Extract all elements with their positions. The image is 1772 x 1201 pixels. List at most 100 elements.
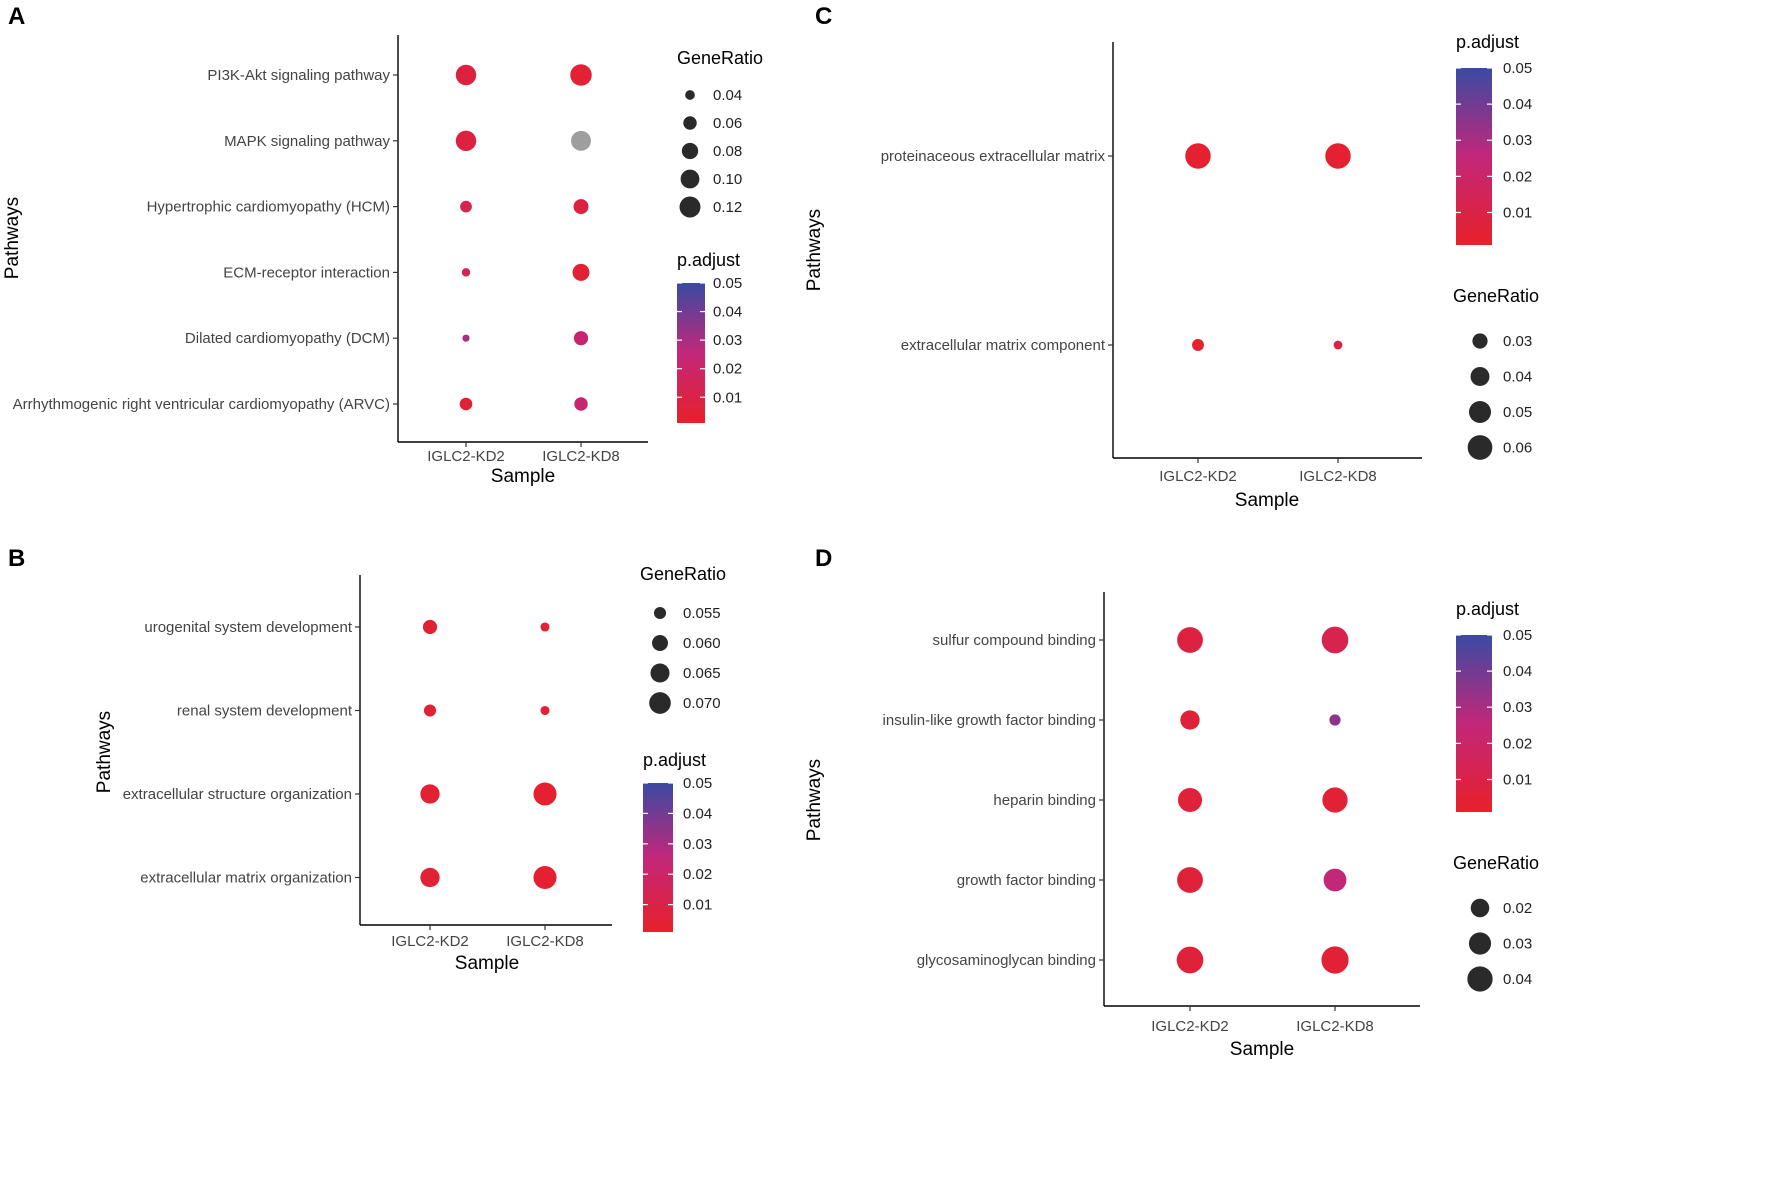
data-point-iglc2-kd8-proteinaceous-extracellular-matrix (1325, 143, 1351, 169)
x-tick-label: IGLC2-KD2 (427, 448, 505, 465)
data-point-iglc2-kd2-heparin-binding (1177, 787, 1203, 813)
size-legend-point (650, 663, 670, 683)
data-point-iglc2-kd8-mapk-signaling-pathway (571, 130, 591, 151)
size-legend-point (649, 692, 671, 714)
data-point-iglc2-kd8-pi3k-akt-signaling-pathway (570, 64, 592, 86)
color-legend-label: 0.01 (1503, 771, 1532, 788)
x-axis-title: Sample (491, 466, 555, 487)
data-point-iglc2-kd8-ecm-receptor-interaction (572, 263, 590, 281)
size-legend-label: 0.055 (683, 605, 721, 622)
size-legend-title: GeneRatio (1453, 286, 1539, 306)
data-point-iglc2-kd8-growth-factor-binding (1323, 868, 1347, 892)
data-point-iglc2-kd2-extracellular-matrix-component (1192, 339, 1204, 351)
x-tick-label: IGLC2-KD2 (1159, 468, 1237, 485)
y-axis-title: Pathways (804, 759, 825, 841)
x-tick-label: IGLC2-KD8 (542, 448, 620, 465)
x-tick-label: IGLC2-KD2 (391, 933, 469, 950)
y-axis-title: Pathways (94, 711, 115, 793)
size-legend-point (680, 169, 700, 189)
color-legend-label: 0.01 (713, 389, 742, 406)
data-point-iglc2-kd8-extracellular-structure-organization (533, 782, 557, 806)
size-legend-point (681, 142, 699, 160)
size-legend-label: 0.02 (1503, 900, 1532, 917)
size-legend-label: 0.065 (683, 665, 721, 682)
size-legend-label: 0.04 (1503, 971, 1532, 988)
y-tick-label: Hypertrophic cardiomyopathy (HCM) (147, 199, 390, 216)
color-legend-label: 0.02 (1503, 168, 1532, 185)
x-axis-title: Sample (1230, 1039, 1294, 1060)
y-tick-label: Arrhythmogenic right ventricular cardiom… (13, 396, 390, 413)
size-legend-point (652, 635, 668, 651)
x-tick-label: IGLC2-KD8 (1296, 1018, 1374, 1035)
data-point-iglc2-kd8-renal-system-development (540, 705, 550, 716)
color-legend-label: 0.03 (683, 836, 712, 853)
data-point-iglc2-kd2-insulin-like-growth-factor-binding (1180, 710, 1200, 730)
color-legend-bar (1456, 635, 1492, 812)
size-legend-label: 0.03 (1503, 333, 1532, 350)
y-tick-label: renal system development (177, 703, 353, 720)
size-legend-point (1470, 898, 1490, 918)
color-legend-label: 0.05 (1503, 60, 1532, 77)
size-legend-title: GeneRatio (640, 564, 726, 584)
y-axis-title: Pathways (804, 209, 825, 291)
size-legend-label: 0.08 (713, 143, 742, 160)
color-legend-label: 0.04 (683, 805, 712, 822)
color-legend-label: 0.01 (1503, 204, 1532, 221)
y-tick-label: sulfur compound binding (933, 632, 1096, 649)
color-legend-label: 0.04 (713, 304, 742, 321)
x-tick-label: IGLC2-KD8 (1299, 468, 1377, 485)
panel-label-a: A (8, 3, 25, 30)
size-legend-point (1467, 966, 1493, 992)
color-legend-label: 0.03 (1503, 132, 1532, 149)
y-tick-label: heparin binding (993, 792, 1096, 809)
y-tick-label: urogenital system development (144, 619, 352, 636)
data-point-iglc2-kd2-proteinaceous-extracellular-matrix (1185, 143, 1211, 169)
size-legend-point (1468, 400, 1492, 424)
color-legend-bar (1456, 68, 1492, 245)
panel-a: A PI3K-Akt signaling pathway MAPK signalin… (2, 3, 763, 487)
data-point-iglc2-kd2-renal-system-development (423, 704, 437, 717)
panel-label-b: B (8, 545, 25, 572)
x-tick-label: IGLC2-KD2 (1151, 1018, 1229, 1035)
x-axis-title: Sample (1235, 490, 1299, 511)
color-legend-label: 0.04 (1503, 663, 1532, 680)
size-legend-point (1470, 367, 1490, 386)
size-legend-point (679, 196, 701, 218)
size-legend-point (1468, 932, 1492, 955)
data-point-iglc2-kd8-hypertrophic-cardiomyopathy-hcm (573, 199, 589, 215)
y-tick-label: ECM-receptor interaction (223, 264, 390, 281)
panel-label-d: D (815, 545, 832, 572)
size-legend-point (1467, 435, 1493, 460)
size-legend-label: 0.04 (713, 87, 742, 104)
y-tick-label: extracellular matrix organization (140, 870, 352, 887)
data-point-iglc2-kd2-arrhythmogenic-right-ventricular-cardiomyopathy-arvc (459, 397, 473, 411)
data-point-iglc2-kd8-sulfur-compound-binding (1321, 626, 1349, 654)
data-point-iglc2-kd2-sulfur-compound-binding (1177, 627, 1203, 653)
x-axis-title: Sample (455, 953, 519, 974)
y-tick-label: MAPK signaling pathway (224, 133, 390, 150)
y-tick-label: extracellular structure organization (123, 786, 352, 803)
data-point-iglc2-kd2-mapk-signaling-pathway (455, 130, 477, 152)
y-tick-label: PI3K-Akt signaling pathway (207, 67, 390, 84)
size-legend-point (685, 90, 695, 100)
data-point-iglc2-kd2-dilated-cardiomyopathy-dcm (462, 334, 470, 342)
data-point-iglc2-kd8-insulin-like-growth-factor-binding (1329, 714, 1341, 726)
color-legend-label: 0.05 (713, 275, 742, 292)
size-legend-label: 0.12 (713, 199, 742, 216)
color-legend-label: 0.03 (1503, 699, 1532, 716)
data-point-iglc2-kd2-pi3k-akt-signaling-pathway (455, 64, 477, 86)
data-point-iglc2-kd2-glycosaminoglycan-binding (1176, 946, 1204, 974)
size-legend-label: 0.070 (683, 695, 721, 712)
data-point-iglc2-kd8-extracellular-matrix-organization (533, 865, 557, 890)
data-point-iglc2-kd8-urogenital-system-development (540, 622, 550, 632)
y-tick-label: extracellular matrix component (901, 337, 1106, 354)
size-legend-label: 0.03 (1503, 936, 1532, 953)
color-legend-label: 0.02 (683, 866, 712, 883)
size-legend-title: GeneRatio (677, 48, 763, 68)
y-axis-title: Pathways (2, 197, 23, 279)
color-legend-title: p.adjust (677, 250, 740, 270)
size-legend-point (653, 606, 667, 620)
